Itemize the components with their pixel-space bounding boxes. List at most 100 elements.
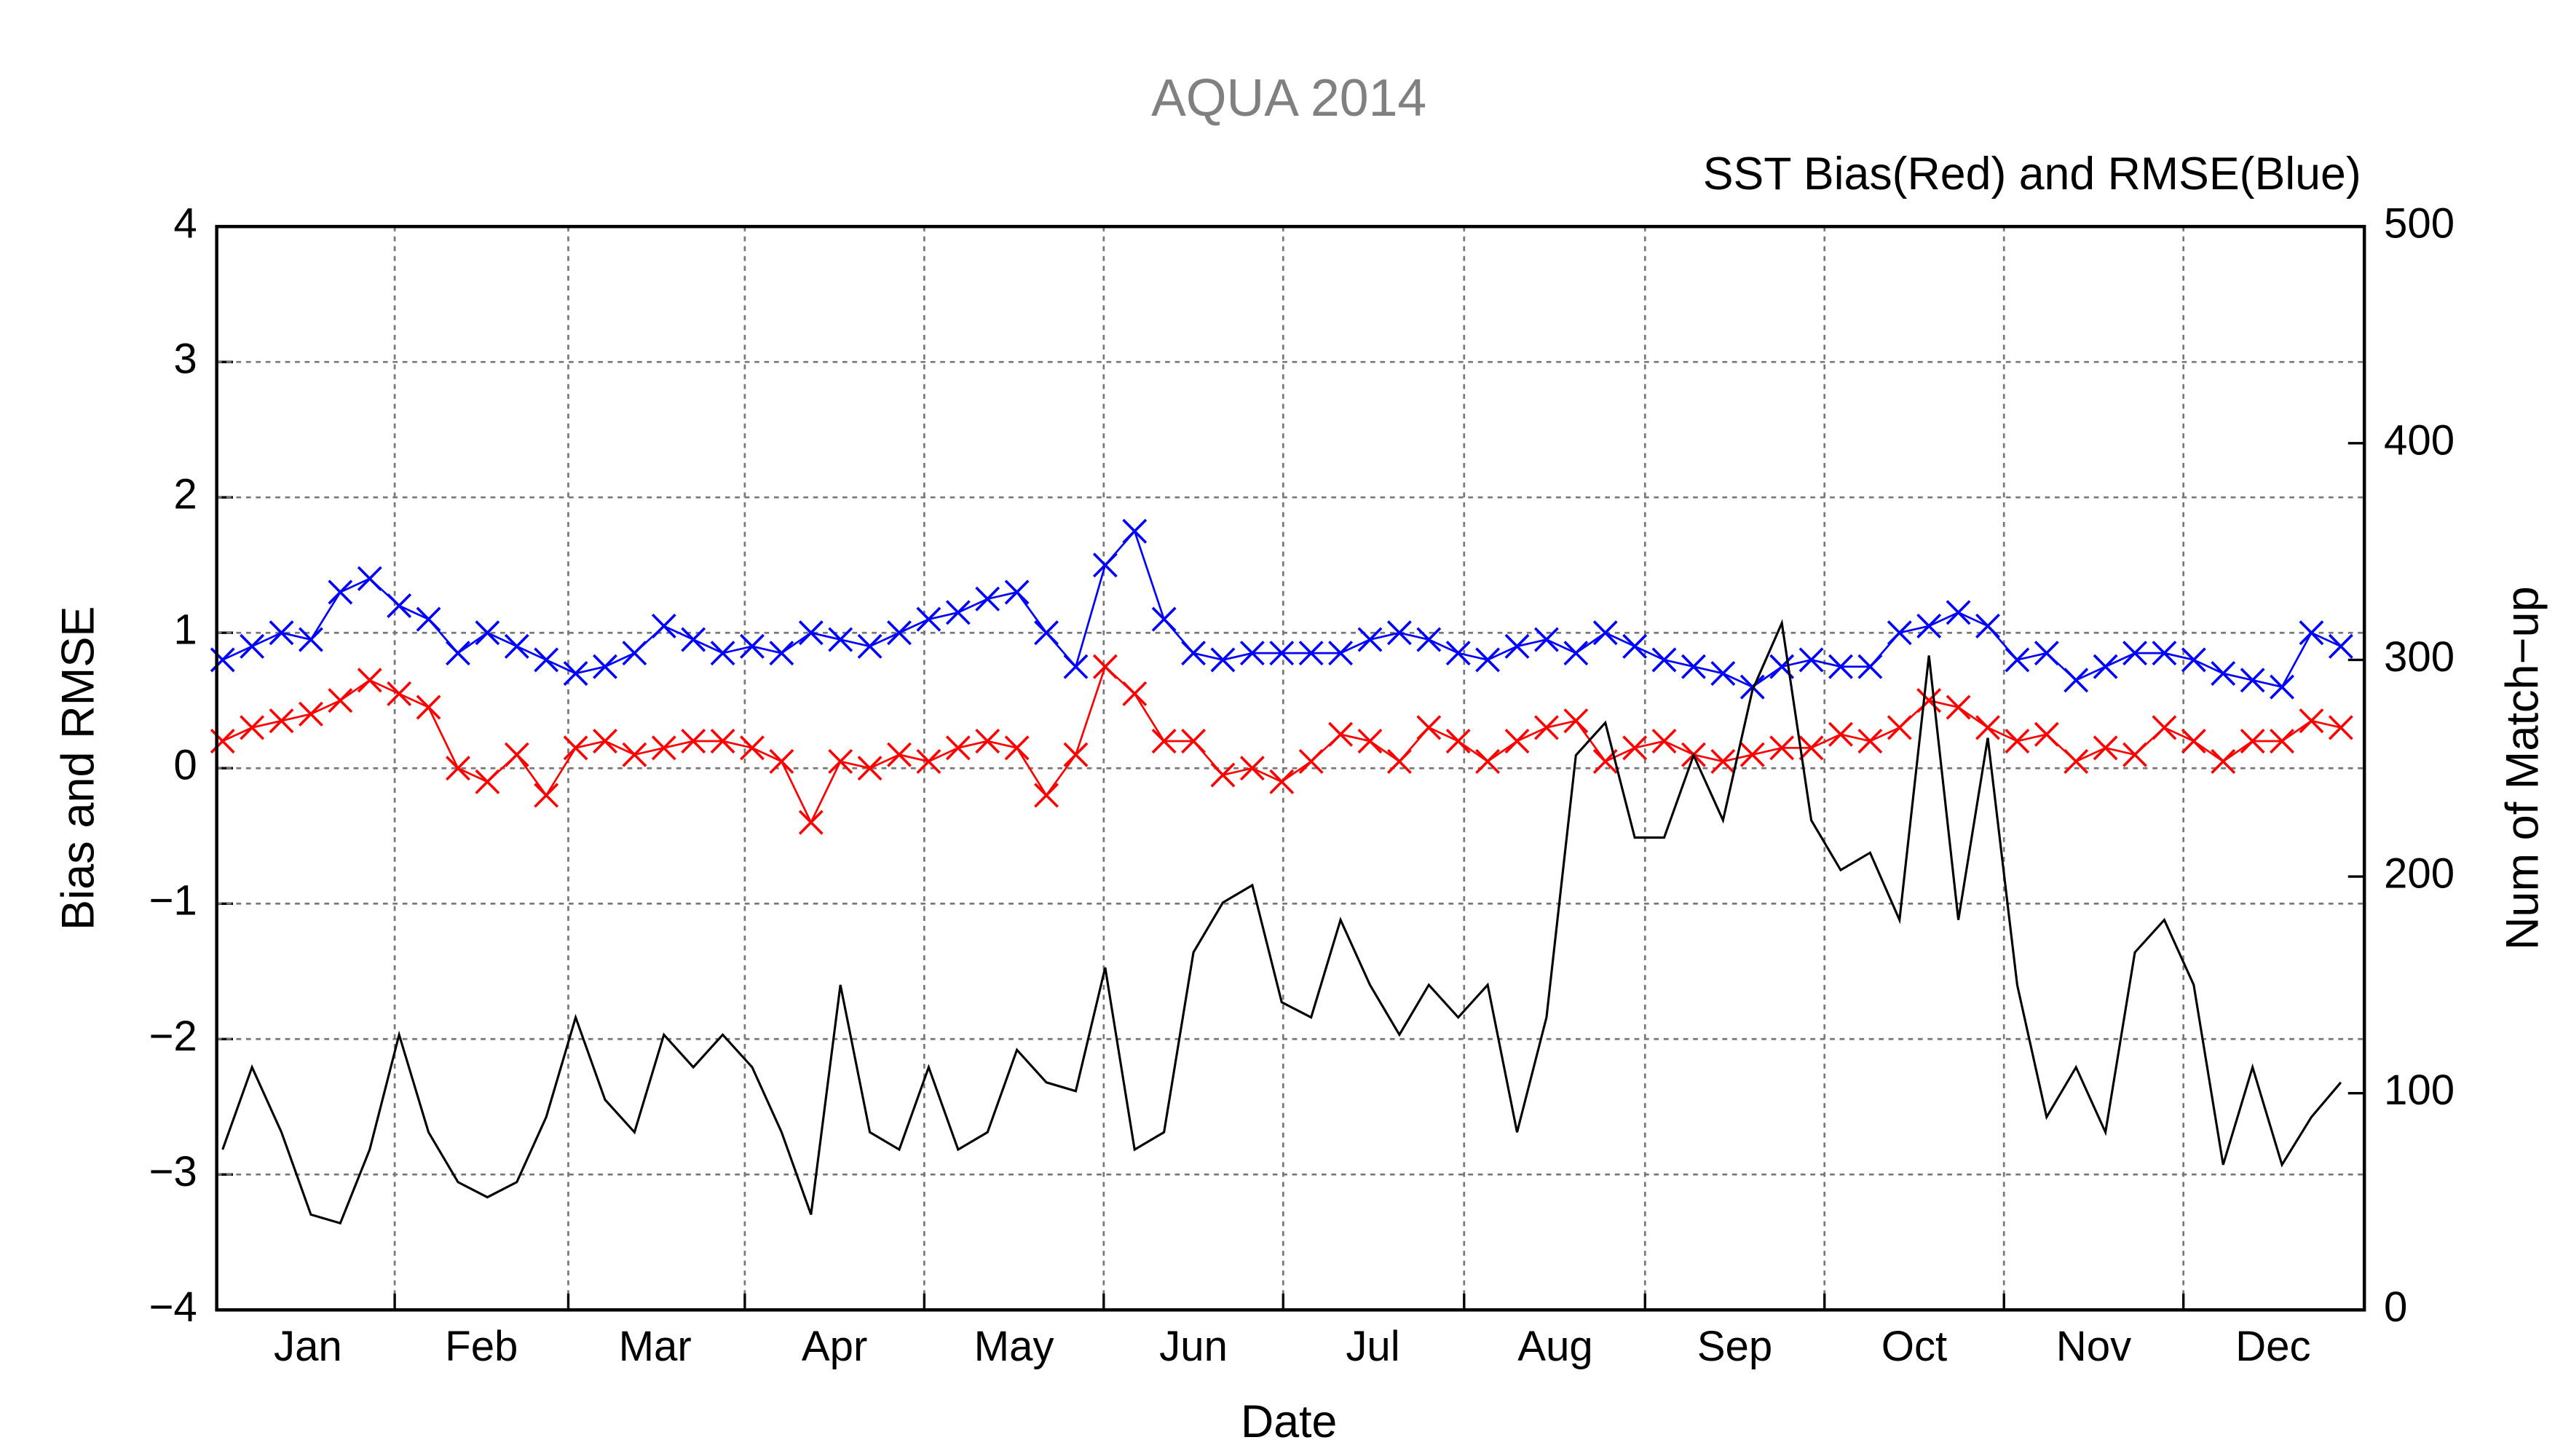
- data-point: [2211, 748, 2236, 775]
- data-point: [1063, 742, 1089, 767]
- data-point: [446, 641, 470, 666]
- data-point: [1298, 748, 1324, 775]
- y2-tick-label: 200: [2384, 850, 2455, 897]
- data-point: [504, 633, 529, 659]
- data-point: [534, 783, 559, 808]
- y-axis-label: Bias and RMSE: [53, 606, 104, 930]
- data-point: [1416, 627, 1442, 652]
- x-tick-label: Nov: [2056, 1323, 2131, 1370]
- data-point: [1739, 674, 1765, 700]
- data-point: [387, 593, 412, 619]
- data-point: [1592, 620, 1618, 646]
- data-point: [681, 627, 706, 652]
- x-tick-label: Dec: [2235, 1323, 2310, 1370]
- data-point: [299, 627, 323, 652]
- data-point: [1710, 748, 1736, 775]
- x-tick-label: Apr: [802, 1323, 868, 1370]
- data-point: [2211, 660, 2236, 687]
- x-tick-label: Jan: [274, 1323, 342, 1370]
- data-point: [593, 654, 617, 679]
- data-point: [1181, 728, 1206, 754]
- data-point: [416, 606, 441, 632]
- y2-tick-label: 400: [2384, 416, 2455, 464]
- data-point: [1857, 654, 1883, 679]
- data-point: [945, 735, 971, 761]
- y-tick-label: −3: [149, 1148, 197, 1195]
- data-point: [2328, 633, 2353, 659]
- data-point: [1946, 695, 1971, 720]
- data-point: [357, 566, 382, 591]
- data-point: [1857, 728, 1883, 754]
- data-point: [1975, 715, 2000, 740]
- data-point: [269, 708, 294, 734]
- data-point: [446, 756, 470, 781]
- data-point: [240, 633, 265, 659]
- data-point: [1710, 660, 1736, 687]
- data-point: [269, 620, 294, 646]
- data-point: [1504, 728, 1530, 754]
- data-point: [2005, 728, 2030, 754]
- data-point: [1887, 715, 1912, 740]
- y-tick-label: −4: [149, 1283, 197, 1331]
- y-tick-label: −1: [149, 877, 197, 925]
- data-point: [1828, 721, 1853, 747]
- data-point: [1386, 748, 1412, 775]
- y-tick-label: 0: [173, 742, 197, 789]
- data-point: [504, 742, 529, 767]
- data-point: [1063, 654, 1089, 679]
- data-point: [2064, 748, 2089, 775]
- data-point: [769, 748, 794, 775]
- data-point: [2181, 647, 2206, 673]
- chart-title: AQUA 2014: [1151, 69, 1426, 127]
- data-point: [1122, 518, 1148, 544]
- y2-tick-label: 500: [2384, 199, 2455, 247]
- data-point: [1269, 769, 1295, 794]
- x-tick-label: Mar: [619, 1323, 692, 1370]
- data-point: [1357, 627, 1383, 652]
- data-point: [1828, 654, 1853, 679]
- data-point: [299, 701, 323, 727]
- data-point: [887, 742, 912, 767]
- x-tick-label: Sep: [1697, 1323, 1773, 1370]
- data-point: [798, 620, 824, 646]
- data-point: [887, 620, 912, 646]
- data-point: [563, 660, 588, 687]
- plot-frame: [215, 224, 2366, 1312]
- data-point: [1651, 728, 1677, 754]
- data-point: [1445, 641, 1471, 666]
- data-point: [2328, 715, 2353, 740]
- x-tick-label: Feb: [445, 1323, 518, 1370]
- data-point: [357, 668, 382, 693]
- data-point: [1151, 606, 1177, 632]
- data-point: [1651, 647, 1677, 673]
- data-point: [651, 735, 676, 761]
- data-point: [328, 579, 353, 605]
- data-point: [534, 647, 559, 673]
- data-point: [1475, 748, 1501, 775]
- y2-tick-label: 100: [2384, 1067, 2455, 1114]
- data-point: [916, 748, 941, 775]
- data-point: [1328, 641, 1354, 666]
- data-point: [916, 606, 941, 632]
- data-point: [2152, 715, 2177, 740]
- data-point: [622, 742, 647, 767]
- data-point: [563, 735, 588, 761]
- data-point: [1328, 721, 1354, 747]
- data-point: [1769, 735, 1795, 761]
- chart-subtitle: SST Bias(Red) and RMSE(Blue): [1703, 149, 2361, 199]
- y2-tick-label: 300: [2384, 633, 2455, 681]
- data-point: [2122, 742, 2147, 767]
- y2-axis-label: Num of Match−up: [2497, 586, 2548, 950]
- data-point: [475, 620, 500, 646]
- series-line: [222, 665, 2342, 825]
- data-point: [1739, 742, 1765, 767]
- data-point: [2034, 721, 2059, 747]
- x-axis-label: Date: [1241, 1396, 1337, 1447]
- data-point: [828, 748, 853, 775]
- data-point: [857, 756, 882, 781]
- data-point: [1622, 735, 1648, 761]
- data-point: [1622, 633, 1648, 659]
- data-point: [2270, 674, 2294, 700]
- data-point: [1357, 728, 1383, 754]
